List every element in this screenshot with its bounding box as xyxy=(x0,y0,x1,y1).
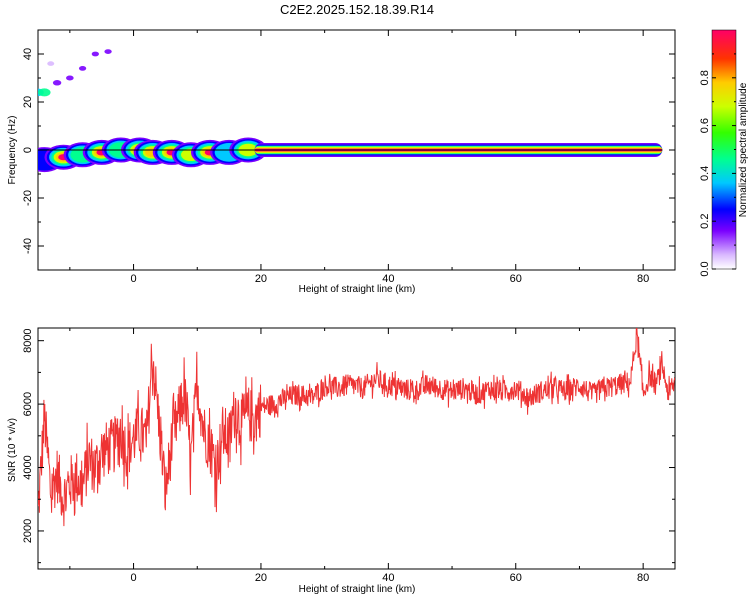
snr-ytick-label-3: 8000 xyxy=(22,328,34,352)
colorbar: 0.0 0.2 0.4 0.6 0.8 Normalized spectral ampl… xyxy=(699,29,749,277)
snr-xlabel: Height of straight line (km) xyxy=(299,584,416,595)
spectrogram-marks xyxy=(38,49,663,173)
spectrogram-xtick-label-1: 20 xyxy=(255,273,267,285)
colorbar-label: Normalized spectral amplitude xyxy=(738,82,749,217)
faint-point-5 xyxy=(91,51,99,57)
spectrogram-axes: 0 20 40 60 80 -40 -20 0 20 40 xyxy=(22,29,675,285)
faint-point-3 xyxy=(66,75,74,81)
snr-frame xyxy=(37,327,676,570)
faint-point-7 xyxy=(47,61,55,66)
snr-xtick-label-0: 0 xyxy=(130,572,136,584)
spectrogram-ytick-label-4: 40 xyxy=(22,48,34,60)
snr-axes: 0 20 40 60 80 2000 4000 6000 8000 xyxy=(22,328,675,584)
colorbar-gradient xyxy=(711,29,737,270)
faint-point-1 xyxy=(38,88,51,97)
snr-xtick-label-2: 40 xyxy=(382,572,394,584)
figure-title: C2E2.2025.152.18.39.R14 xyxy=(280,2,434,17)
colorbar-tick-label-2: 0.4 xyxy=(699,166,711,181)
spectral-track xyxy=(254,143,663,157)
snr-line xyxy=(38,328,675,527)
snr-ytick-label-2: 6000 xyxy=(22,392,34,416)
spectrogram-xlabel: Height of straight line (km) xyxy=(299,284,416,295)
colorbar-tick-label-3: 0.6 xyxy=(699,118,711,133)
spectrogram-panel: 0 20 40 60 80 -40 -20 0 20 40 Height of straight … xyxy=(7,29,676,295)
snr-ylabel: SNR (10 * v/v) xyxy=(7,418,18,482)
spectrogram-xtick-label-2: 40 xyxy=(382,273,394,285)
spectrogram-xtick-label-4: 80 xyxy=(637,273,649,285)
colorbar-tick-label-0: 0.0 xyxy=(699,261,711,276)
snr-ytick-label-1: 4000 xyxy=(22,455,34,479)
spectrogram-ylabel: Frequency (Hz) xyxy=(7,116,18,185)
colorbar-ticks: 0.0 0.2 0.4 0.6 0.8 xyxy=(699,53,736,277)
faint-point-6 xyxy=(104,49,112,54)
spectrogram-xtick-label-3: 60 xyxy=(510,273,522,285)
snr-xtick-label-3: 60 xyxy=(510,572,522,584)
faint-point-2 xyxy=(52,80,62,86)
spectrogram-ytick-label-0: -40 xyxy=(22,238,34,254)
spectrogram-ytick-label-2: 0 xyxy=(22,147,34,153)
spectrogram-ytick-label-1: -20 xyxy=(22,190,34,206)
spectrogram-xtick-label-0: 0 xyxy=(130,273,136,285)
colorbar-tick-label-4: 0.8 xyxy=(699,70,711,85)
spectrogram-ytick-label-3: 20 xyxy=(22,96,34,108)
faint-point-4 xyxy=(78,66,87,71)
snr-xtick-label-4: 80 xyxy=(637,572,649,584)
colorbar-tick-label-1: 0.2 xyxy=(699,214,711,229)
snr-xtick-label-1: 20 xyxy=(255,572,267,584)
snr-ytick-label-0: 2000 xyxy=(22,519,34,543)
snr-panel: 0 20 40 60 80 2000 4000 6000 8000 Height of stra… xyxy=(7,327,676,595)
